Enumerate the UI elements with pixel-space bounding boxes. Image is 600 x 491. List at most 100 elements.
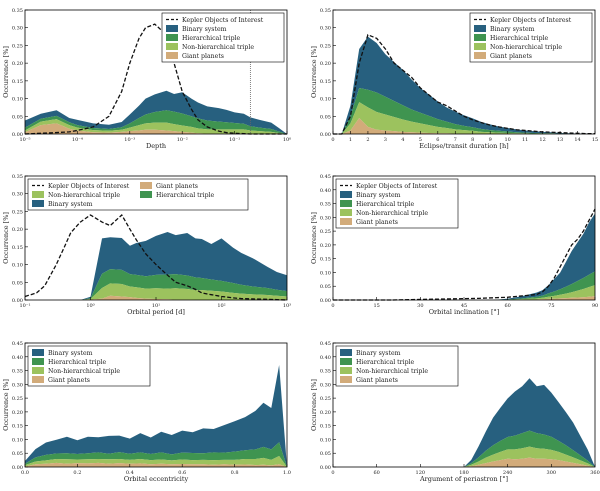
x-tick-label: 10² bbox=[217, 303, 225, 309]
area-binary bbox=[333, 36, 595, 134]
y-tick-label: 0.30 bbox=[12, 192, 23, 198]
y-tick-label: 0.25 bbox=[12, 396, 23, 402]
x-tick-label: 7 bbox=[454, 137, 457, 143]
x-tick-label: 120 bbox=[416, 470, 426, 476]
axes-frame bbox=[24, 9, 288, 135]
y-tick-label: 0.15 bbox=[12, 245, 23, 251]
x-tick-label: 75 bbox=[548, 303, 554, 309]
legend-swatch-hier bbox=[140, 191, 152, 198]
y-axis-label: Occurrence [%] bbox=[310, 46, 318, 98]
legend-label-nonhier: Non-hierarchical triple bbox=[356, 368, 428, 375]
chart-periastron: 0.00 0.05 0.10 0.15 0.20 0.25 0.30 0.35 0.40 0.45… bbox=[310, 341, 600, 483]
x-tick-label: 180 bbox=[459, 470, 469, 476]
area-nonhier bbox=[25, 455, 287, 467]
legend-label-nonhier: Non-hierarchical triple bbox=[490, 44, 562, 51]
area-binary bbox=[25, 90, 287, 134]
y-tick-label: 0.15 bbox=[320, 257, 331, 263]
x-tick-label: 10⁰ bbox=[283, 137, 291, 143]
x-tick-label: 3 bbox=[384, 137, 387, 143]
x-tick-label: 300 bbox=[547, 470, 557, 476]
y-tick-label: 0.05 bbox=[320, 451, 331, 457]
legend-box bbox=[335, 178, 459, 229]
legend-label-giant: Giant planets bbox=[356, 219, 398, 226]
legend-label-hier: Hierarchical triple bbox=[156, 192, 215, 199]
area-hier bbox=[25, 269, 287, 300]
y-tick-label: 0.40 bbox=[320, 355, 331, 361]
y-axis-label: Occurrence [%] bbox=[310, 212, 318, 264]
x-axis-label: Eclipse/transit duration [h] bbox=[419, 142, 508, 150]
legend-label-giant: Giant planets bbox=[356, 377, 398, 384]
legend-swatch-nonhier bbox=[32, 367, 44, 374]
chart-period: 0.00 0.05 0.10 0.15 0.20 0.25 0.30 0.35 10⁻⁵ 10⁻⁴… bbox=[2, 8, 291, 150]
x-tick-label: 10⁰ bbox=[86, 303, 94, 309]
x-tick-label: 30 bbox=[417, 303, 423, 309]
x-tick-label: 90 bbox=[592, 303, 598, 309]
x-tick-label: 1.0 bbox=[283, 470, 291, 476]
y-tick-label: 0.30 bbox=[320, 382, 331, 388]
y-tick-label: 0.10 bbox=[12, 437, 23, 443]
y-tick-label: 0.00 bbox=[320, 465, 331, 471]
area-binary bbox=[25, 365, 287, 467]
y-tick-label: 0.40 bbox=[12, 355, 23, 361]
y-axis-label: Occurrence [%] bbox=[310, 379, 318, 431]
y-tick-label: 0.20 bbox=[320, 61, 331, 67]
y-tick-label: 0.05 bbox=[12, 280, 23, 286]
x-tick-label: 10⁻¹ bbox=[19, 303, 30, 309]
y-tick-label: 0.05 bbox=[320, 114, 331, 120]
x-tick-label: 1 bbox=[349, 137, 352, 143]
legend-label-binary: Binary system bbox=[48, 350, 93, 357]
legend-box bbox=[27, 345, 151, 387]
legend-swatch-binary bbox=[32, 200, 44, 207]
y-tick-label: 0.10 bbox=[12, 97, 23, 103]
legend-swatch-binary bbox=[474, 25, 486, 32]
x-tick-label: 45 bbox=[461, 303, 467, 309]
y-tick-label: 0.45 bbox=[320, 174, 331, 180]
x-tick-label: 6 bbox=[436, 137, 439, 143]
chart-duration: 0.000.050.100.150.200.250.300.350 1 2 3 4 5 6 7… bbox=[310, 8, 598, 150]
y-tick-label: 0.35 bbox=[320, 8, 331, 14]
legend-swatch-nonhier bbox=[166, 43, 178, 50]
x-tick-label: 14 bbox=[574, 137, 580, 143]
legend-box bbox=[335, 345, 459, 387]
x-tick-label: 10¹ bbox=[152, 303, 160, 309]
x-axis-label: Orbital eccentricity bbox=[124, 475, 189, 483]
y-tick-label: 0.00 bbox=[320, 298, 331, 304]
y-tick-label: 0.30 bbox=[320, 215, 331, 221]
x-tick-label: 10³ bbox=[283, 303, 291, 309]
y-tick-label: 0.45 bbox=[320, 341, 331, 347]
y-tick-label: 0.20 bbox=[320, 243, 331, 249]
kepler-line bbox=[333, 208, 596, 301]
legend-swatch-nonhier bbox=[474, 43, 486, 50]
y-tick-label: 0.20 bbox=[12, 227, 23, 233]
y-axis-label: Occurrence [%] bbox=[2, 379, 10, 431]
y-tick-label: 0.15 bbox=[12, 424, 23, 430]
area-giant bbox=[333, 457, 595, 467]
y-tick-label: 0.35 bbox=[12, 369, 23, 375]
legend-label-kepler: Kepler Objects of Interest bbox=[48, 183, 130, 190]
x-tick-label: 360 bbox=[590, 470, 600, 476]
chart-orbital: 0.00 0.05 0.10 0.15 0.20 0.25 0.30 0.35 10⁻¹ 10⁰ 1… bbox=[2, 174, 291, 316]
y-tick-label: 0.30 bbox=[12, 382, 23, 388]
legend-swatch-binary bbox=[32, 349, 44, 356]
y-tick-label: 0.35 bbox=[12, 174, 23, 180]
x-tick-label: 10 bbox=[504, 137, 510, 143]
area-hier bbox=[333, 87, 595, 134]
y-tick-label: 0.00 bbox=[320, 132, 331, 138]
x-tick-label: 0.0 bbox=[21, 470, 29, 476]
x-axis-label: Orbital period [d] bbox=[127, 308, 185, 316]
y-tick-label: 0.15 bbox=[320, 79, 331, 85]
y-tick-label: 0.25 bbox=[12, 209, 23, 215]
x-tick-label: 15 bbox=[373, 303, 379, 309]
legend-label-binary: Binary system bbox=[490, 26, 535, 33]
x-axis-label: Orbital inclination [°] bbox=[429, 308, 500, 316]
chart-eccentricity: 0.00 0.05 0.10 0.15 0.20 0.25 0.30 0.35 0.40 0.45… bbox=[2, 341, 291, 483]
area-nonhier bbox=[25, 119, 287, 134]
legend-label-giant: Giant planets bbox=[182, 53, 224, 60]
y-axis-label: Occurrence [%] bbox=[2, 212, 10, 264]
legend-label-kepler: Kepler Objects of Interest bbox=[490, 17, 572, 24]
legend-swatch-binary bbox=[340, 349, 352, 356]
y-tick-label: 0.00 bbox=[12, 298, 23, 304]
legend-label-nonhier: Non-hierarchical triple bbox=[48, 368, 120, 375]
y-tick-label: 0.35 bbox=[12, 8, 23, 14]
